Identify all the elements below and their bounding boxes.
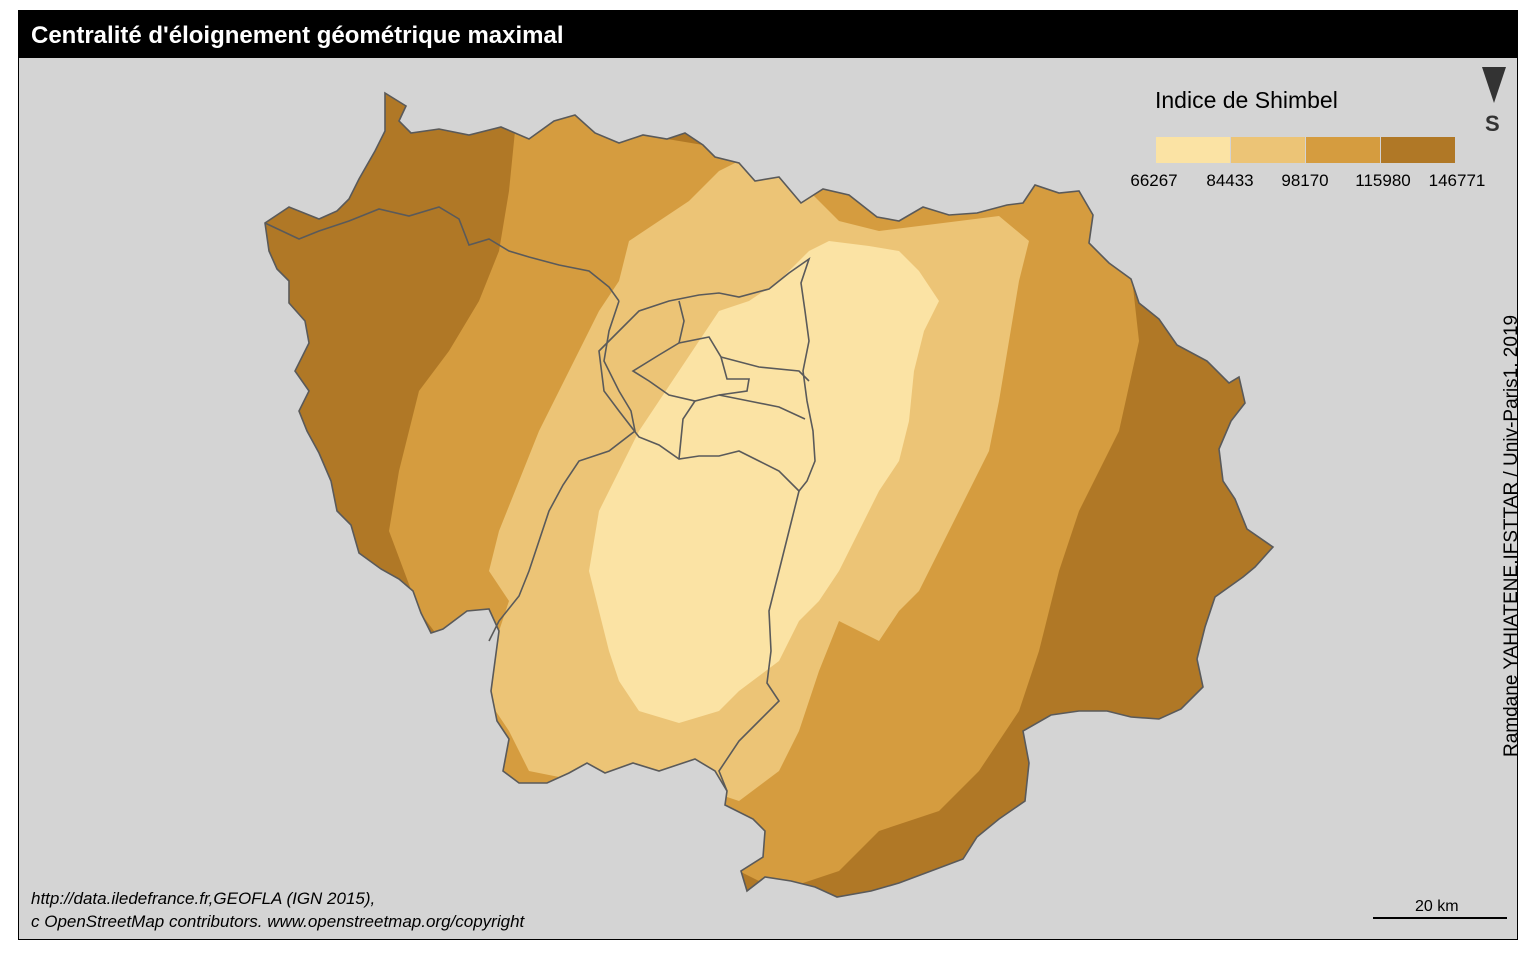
legend-break-3: 98170 [1281, 171, 1329, 190]
map-title: Centralité d'éloignement géométrique max… [31, 22, 564, 49]
department-borders [264, 92, 1274, 898]
legend-break-1: 66267 [1130, 171, 1178, 190]
legend-class-3 [1306, 137, 1380, 163]
border-yvelines-essonne [488, 300, 636, 642]
legend-class-1 [1156, 137, 1230, 163]
legend-class-4 [1381, 137, 1455, 163]
scale-bar-label: 20 km [1415, 898, 1459, 915]
border-essonne-seineetmarne [718, 490, 800, 792]
legend-break-5: 146771 [1428, 171, 1486, 190]
north-arrow-icon [1482, 67, 1506, 103]
band-class-1 [589, 241, 939, 723]
title-bar: Centralité d'éloignement géométrique max… [19, 11, 1517, 58]
data-source: http://data.iledefrance.fr,GEOFLA (IGN 2… [31, 887, 524, 933]
choropleth-map [264, 92, 1274, 898]
legend-break-4: 115980 [1355, 171, 1411, 190]
border-inner-1 [678, 300, 685, 344]
author-credit: Ramdane YAHIATENE,IFSTTAR / Univ-Paris1,… [1501, 314, 1518, 757]
north-arrow-label: S [1485, 111, 1500, 136]
scale-bar [1373, 917, 1507, 919]
map-frame: Centralité d'éloignement géométrique max… [18, 10, 1518, 940]
legend-class-2 [1231, 137, 1305, 163]
source-line-2: c OpenStreetMap contributors. www.openst… [31, 912, 525, 931]
border-inner-2 [678, 400, 696, 460]
legend-break-2: 84433 [1206, 171, 1254, 190]
border-petite-couronne [598, 256, 816, 493]
source-line-1: http://data.iledefrance.fr,GEOFLA (IGN 2… [31, 889, 376, 908]
legend-title: Indice de Shimbel [1155, 87, 1338, 113]
border-yvelines-valdoise [264, 206, 620, 302]
border-inner-3 [718, 394, 806, 420]
border-inner-4 [720, 356, 810, 382]
